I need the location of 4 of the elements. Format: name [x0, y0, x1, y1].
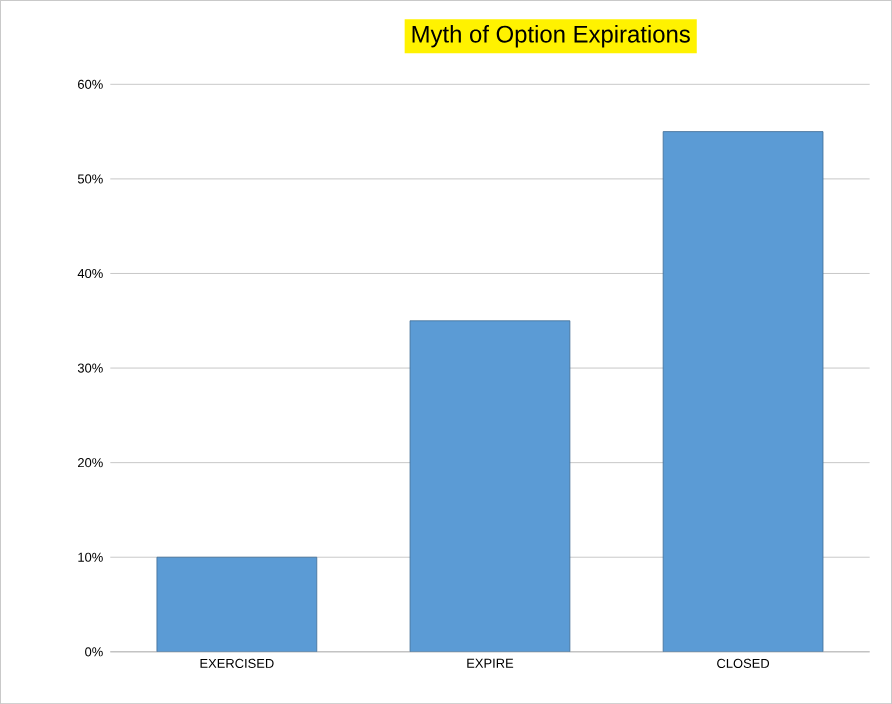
chart-title: Myth of Option Expirations [412, 25, 690, 48]
bar [662, 131, 824, 652]
bar [409, 320, 571, 652]
bar [156, 556, 318, 652]
